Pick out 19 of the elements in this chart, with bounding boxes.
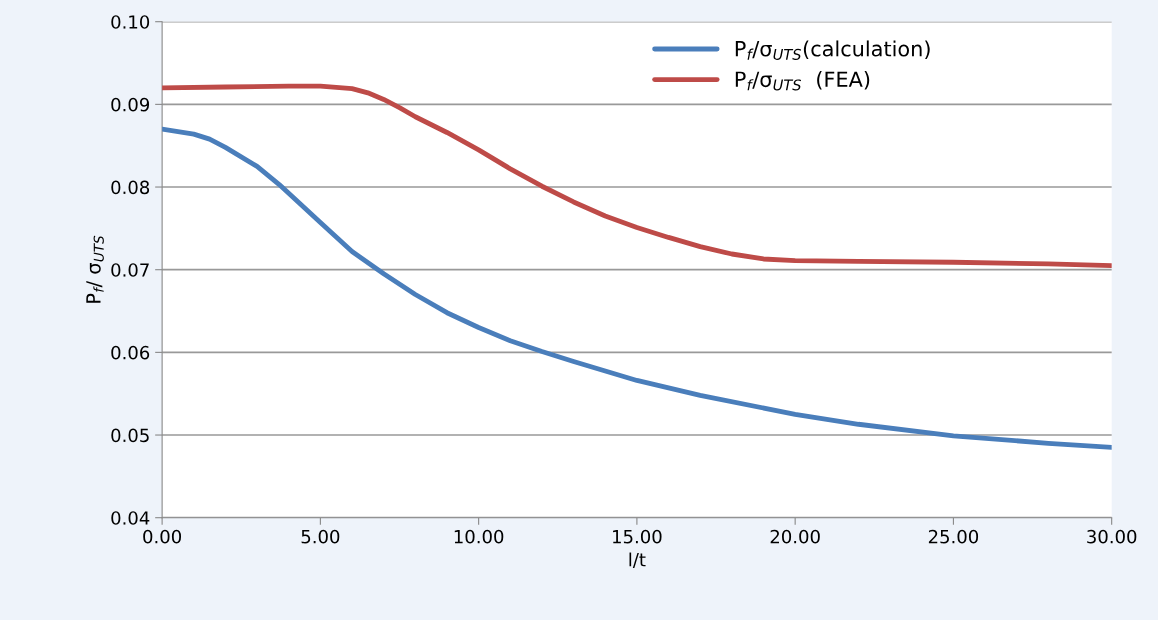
y-tick-label: 0.08 — [111, 180, 150, 195]
y-tick-label: 0.07 — [111, 263, 149, 277]
legend-label: P$_{f}$/σ$_{UTS}$ (FEA) — [735, 71, 870, 91]
line-series — [162, 126, 1112, 450]
x-tick-label: 15.00 — [613, 529, 662, 544]
y-tick-label: 0.05 — [111, 428, 149, 443]
x-tick-label: 5.00 — [301, 529, 340, 544]
y-tick-label: 0.09 — [111, 97, 150, 112]
y-tick-label: 0.10 — [111, 15, 150, 29]
y-tick-label: 0.06 — [111, 345, 150, 360]
x-tick-label: 10.00 — [454, 529, 504, 544]
x-tick-label: 0.00 — [143, 529, 182, 544]
y-tick-label: 0.04 — [111, 511, 150, 525]
x-tick-label: 25.00 — [928, 529, 979, 544]
x-axis-title: l/t — [629, 552, 646, 568]
x-tick-label: 20.00 — [770, 529, 820, 544]
x-tick-label: 30.00 — [1087, 529, 1137, 544]
y-axis-title: P$_{f}$/ σ$_{UTS}$ — [86, 235, 104, 303]
legend-label: P$_{f}$/σ$_{UTS}$(calculation) — [735, 40, 930, 60]
